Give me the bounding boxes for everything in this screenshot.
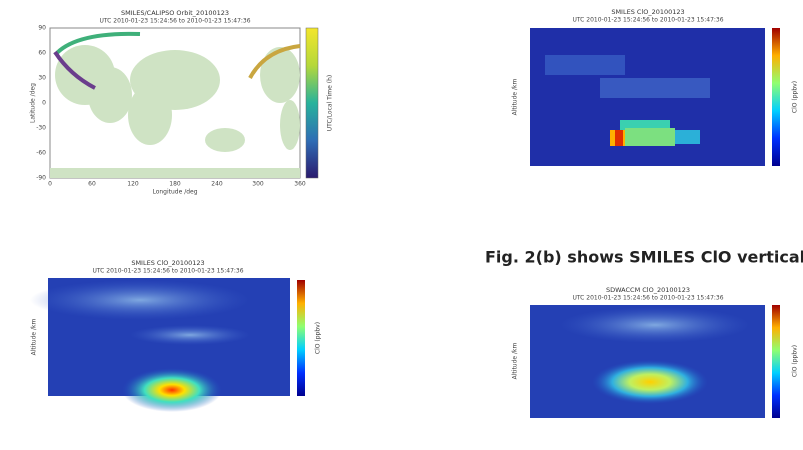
y-tick-label: 90 [38,25,46,32]
y-axis-label: Altitude /km [512,343,519,380]
figure-map: SMILES/CALIPSO Orbit_20100123 UTC 2010-0… [30,9,334,196]
y-tick-label: 30 [38,75,46,82]
colorbar [772,28,780,166]
orbit-track [248,44,301,79]
x-tick-label: 60 [88,181,96,188]
figure-title: SMILES ClO_20100123 [611,8,684,16]
figure-heatmap: SDWACCM ClO_20100123 UTC 2010-01-23 15:2… [512,286,799,418]
continents [50,45,300,178]
colorbar-label: ClO (ppbv) [315,322,322,354]
orbit-track [53,50,96,90]
y-axis-label: Altitude /km [512,79,519,116]
x-tick-label: 300 [252,181,264,188]
colorbar [772,305,780,418]
heatmap-blob [592,360,708,404]
y-tick-label: -30 [36,125,46,132]
y-tick-label: 0 [42,100,46,107]
caption: Fig. 2(b) shows SMILES ClO vertical [485,248,803,267]
figure-title: SDWACCM ClO_20100123 [606,286,690,294]
x-axis-label: Longitude /deg [152,189,197,196]
y-tick-label: -90 [36,175,46,182]
x-tick-label: 0 [48,181,52,188]
y-tick-label: -60 [36,150,46,157]
heatmap-haze [30,280,250,320]
figure-title: SMILES/CALIPSO Orbit_20100123 [121,9,229,17]
heatmap-cells [545,55,710,146]
colorbar-label: ClO (ppbv) [792,81,799,113]
heatmap-blob [122,368,222,412]
colorbar [297,280,305,396]
x-tick-label: 180 [169,181,181,188]
figure-subtitle: UTC 2010-01-23 15:24:56 to 2010-01-23 15… [99,18,250,25]
orbit-track [53,31,141,57]
y-axis-label: Latitude /deg [30,83,37,123]
x-tick-label: 240 [211,181,223,188]
y-tick-label: 60 [38,50,46,57]
figure-subtitle: UTC 2010-01-23 15:24:56 to 2010-01-23 15… [572,295,723,302]
figure-title: SMILES ClO_20100123 [131,259,204,267]
colorbar [305,27,319,179]
figure-heatmap: SMILES ClO_20100123 UTC 2010-01-23 15:24… [30,259,322,412]
x-tick-label: 120 [127,181,139,188]
colorbar-label: UTC/Local Time (h) [327,75,334,131]
heatmap-haze [130,325,250,345]
y-axis-label: Altitude /km [31,319,38,356]
colorbar-label: ClO (ppbv) [792,345,799,377]
figure-subtitle: UTC 2010-01-23 15:24:56 to 2010-01-23 15… [572,17,723,24]
figure-subtitle: UTC 2010-01-23 15:24:56 to 2010-01-23 15… [92,268,243,275]
x-tick-label: 360 [294,181,306,188]
figure-heatmap: SMILES ClO_20100123 UTC 2010-01-23 15:24… [512,8,799,166]
heatmap-haze [560,307,750,343]
